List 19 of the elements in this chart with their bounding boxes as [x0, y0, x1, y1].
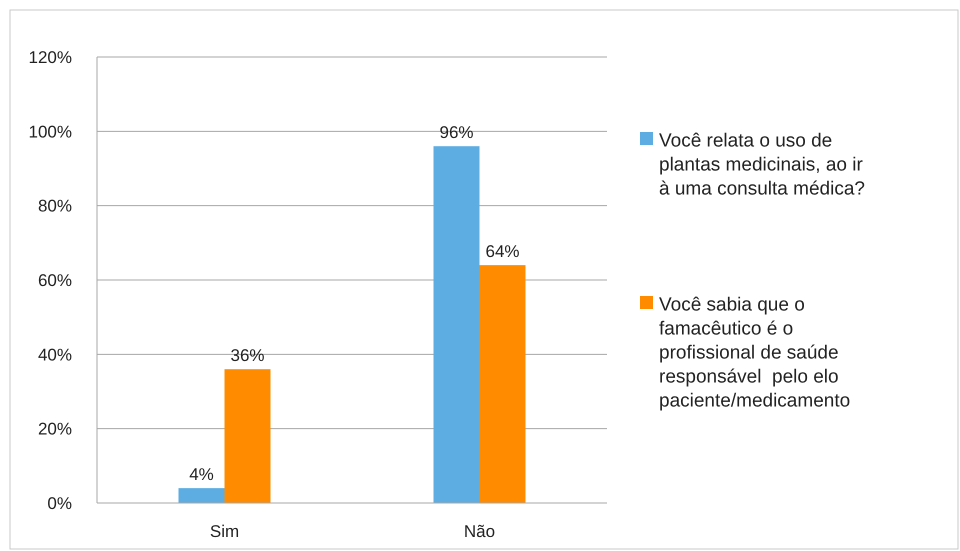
bar: [434, 146, 480, 503]
y-tick-label: 120%: [28, 48, 72, 67]
legend-label: Você sabia que o famacêutico é o profissional de saúde responsável pelo elo paciente/medicamento: [659, 294, 850, 412]
y-tick-label: 100%: [28, 122, 72, 142]
data-label: 36%: [230, 346, 265, 366]
y-tick-label: 20%: [38, 420, 72, 439]
bar: [178, 488, 224, 503]
x-tick-label: Não: [464, 522, 496, 541]
x-tick-label: Sim: [210, 522, 240, 541]
bar: [224, 369, 270, 503]
y-tick-label: 60%: [38, 270, 72, 290]
legend-label: Você relata o uso de plantas medicinais, ao ir à uma consulta médica?: [659, 130, 865, 200]
bar: [480, 265, 526, 503]
y-tick-label: 0%: [47, 494, 72, 513]
y-tick-label: 40%: [38, 345, 72, 364]
data-label: 96%: [439, 123, 474, 142]
y-tick-label: 80%: [38, 196, 72, 216]
data-label: 4%: [189, 465, 214, 484]
data-label: 64%: [485, 242, 520, 262]
